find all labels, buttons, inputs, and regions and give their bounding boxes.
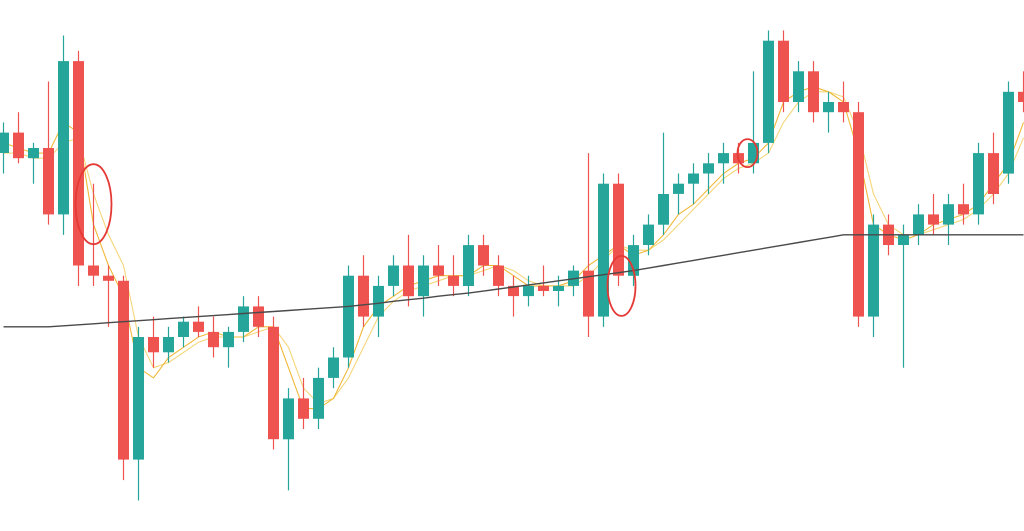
candle: [853, 112, 864, 316]
candle: [403, 266, 414, 297]
candlestick-chart: [0, 0, 1024, 531]
candle: [118, 281, 129, 460]
candle: [43, 148, 54, 214]
candle: [553, 286, 564, 291]
candle: [613, 184, 624, 276]
candle: [283, 398, 294, 439]
candle: [88, 266, 99, 276]
candle: [718, 153, 729, 163]
candle: [1003, 92, 1014, 174]
candle: [58, 61, 69, 214]
candle: [343, 276, 354, 358]
candle: [238, 306, 249, 332]
candle: [643, 225, 654, 245]
candle: [478, 245, 489, 265]
candle: [148, 337, 159, 352]
candle: [763, 41, 774, 143]
candle: [328, 358, 339, 378]
candle: [28, 148, 39, 158]
candle: [133, 337, 144, 460]
candle: [313, 378, 324, 419]
candle: [103, 276, 114, 281]
candle: [688, 174, 699, 184]
candle: [868, 225, 879, 317]
candle: [928, 214, 939, 224]
candle: [178, 322, 189, 337]
candle: [538, 286, 549, 291]
candle: [598, 184, 609, 317]
candle: [973, 153, 984, 214]
candle: [898, 235, 909, 245]
candle: [13, 133, 24, 159]
candle: [253, 306, 264, 326]
candle: [418, 266, 429, 297]
candle: [913, 214, 924, 234]
candle: [958, 204, 969, 214]
candle: [268, 327, 279, 439]
candle: [298, 398, 309, 418]
candle: [433, 266, 444, 276]
candle: [1018, 92, 1024, 102]
candle: [208, 332, 219, 347]
candle: [0, 133, 9, 153]
candle: [163, 337, 174, 352]
candle: [703, 163, 714, 173]
chart-svg: [0, 0, 1024, 531]
candle: [358, 276, 369, 317]
candle: [823, 102, 834, 112]
candle: [193, 322, 204, 332]
candle: [793, 71, 804, 102]
candle: [943, 204, 954, 224]
candle: [808, 71, 819, 112]
candle: [388, 266, 399, 286]
candle: [838, 102, 849, 112]
candle: [673, 184, 684, 194]
candle: [658, 194, 669, 225]
candle: [373, 286, 384, 317]
candle: [493, 266, 504, 286]
candle: [463, 245, 474, 286]
candle: [988, 153, 999, 194]
candle: [223, 332, 234, 347]
candle: [523, 286, 534, 296]
candle: [448, 276, 459, 286]
candle: [778, 41, 789, 102]
